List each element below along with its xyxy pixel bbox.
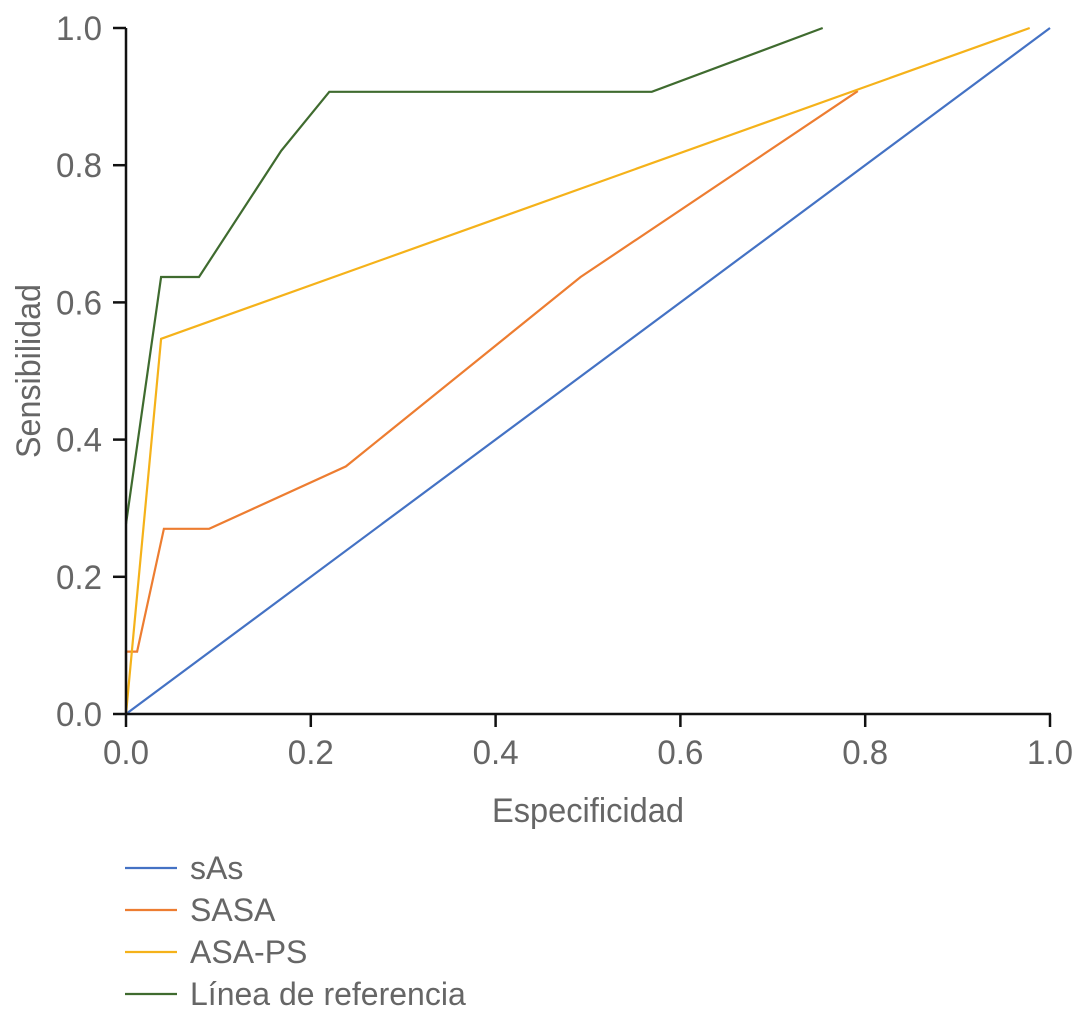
x-tick-label: 1.0	[1027, 734, 1073, 772]
y-axis-title: Sensibilidad	[10, 284, 48, 458]
y-tick-label: 0.4	[56, 422, 102, 460]
x-tick-label: 0.6	[657, 734, 703, 772]
x-axis-title: Especificidad	[492, 792, 684, 830]
series-layer	[124, 26, 1051, 715]
y-tick-label: 0.0	[56, 696, 102, 734]
legend-label: sAs	[190, 850, 243, 886]
y-tick-label: 0.6	[56, 284, 102, 322]
legend-label: ASA-PS	[190, 934, 307, 970]
y-tick-label: 0.2	[56, 559, 102, 597]
x-tick-label: 0.8	[842, 734, 888, 772]
x-tick-label: 0.0	[103, 734, 149, 772]
ticks-layer: 0.0 0.2 0.4 0.6 0.8 1.0 0.0 0.2 0.4 0.6 0.8 1.0	[56, 10, 1073, 772]
y-tick-label: 1.0	[56, 10, 102, 48]
x-tick-label: 0.2	[288, 734, 334, 772]
legend-label: Línea de referencia	[190, 976, 466, 1012]
series-line-sas	[125, 27, 1051, 715]
legend: sAs SASA ASA-PS Línea de referencia	[125, 850, 466, 1012]
x-tick-label: 0.4	[473, 734, 519, 772]
series-line-asa-ps	[124, 26, 1031, 715]
series-line-sasa	[124, 90, 859, 714]
legend-label: SASA	[190, 892, 276, 928]
series-line-l-nea-de-referencia	[124, 26, 824, 525]
y-tick-label: 0.8	[56, 147, 102, 185]
